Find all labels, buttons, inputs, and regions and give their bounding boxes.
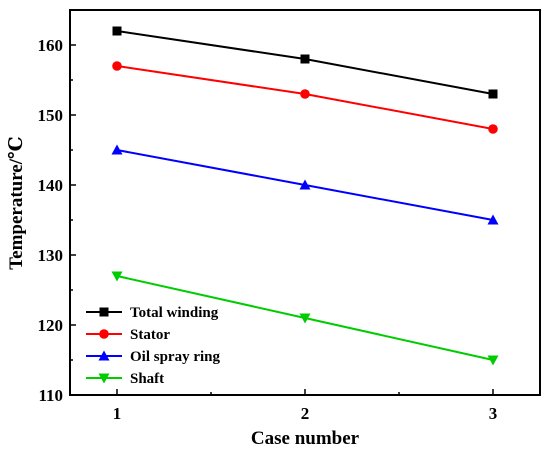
data-point — [299, 313, 311, 324]
legend-item: Oil spray ring — [86, 349, 221, 365]
data-point — [299, 179, 311, 190]
x-tick-label: 1 — [113, 404, 122, 423]
series-total-winding — [112, 26, 498, 99]
y-tick-label: 160 — [38, 36, 64, 55]
data-point — [111, 144, 123, 155]
legend-marker — [99, 329, 109, 339]
y-tick-label: 120 — [38, 316, 64, 335]
y-tick-label: 140 — [38, 176, 64, 195]
legend-marker — [98, 373, 110, 384]
data-point — [487, 214, 499, 225]
x-tick-label: 3 — [489, 404, 498, 423]
series-layer — [111, 26, 499, 366]
data-point — [300, 54, 310, 64]
legend-marker — [99, 307, 109, 317]
y-tick-label: 130 — [38, 246, 64, 265]
x-axis-title: Case number — [251, 428, 360, 449]
legend-item: Shaft — [86, 371, 164, 387]
legend: Total winding Stator Oil spray ring Shaft — [86, 305, 221, 387]
y-tick-label: 110 — [38, 386, 63, 405]
legend-marker — [98, 350, 110, 361]
y-axis-ticks: 110 120 130 140 150 160 — [38, 36, 76, 405]
series-oil-spray-ring — [111, 144, 499, 225]
data-point — [111, 271, 123, 282]
data-point — [112, 61, 122, 71]
legend-label: Oil spray ring — [130, 349, 221, 365]
data-point — [488, 89, 498, 99]
x-tick-label: 2 — [301, 404, 310, 423]
data-point — [487, 355, 499, 366]
data-point — [488, 124, 498, 134]
legend-item: Total winding — [86, 305, 219, 321]
series-shaft — [111, 271, 499, 366]
y-tick-label: 150 — [38, 106, 64, 125]
legend-label: Total winding — [130, 305, 219, 321]
data-point — [300, 89, 310, 99]
x-axis-ticks: 1 2 3 — [113, 389, 498, 423]
y-axis-title: Temperature/℃ — [6, 136, 27, 270]
series-stator — [112, 61, 498, 134]
legend-item: Stator — [86, 327, 170, 343]
data-point — [112, 26, 122, 36]
legend-label: Shaft — [130, 371, 164, 387]
legend-label: Stator — [130, 327, 170, 343]
